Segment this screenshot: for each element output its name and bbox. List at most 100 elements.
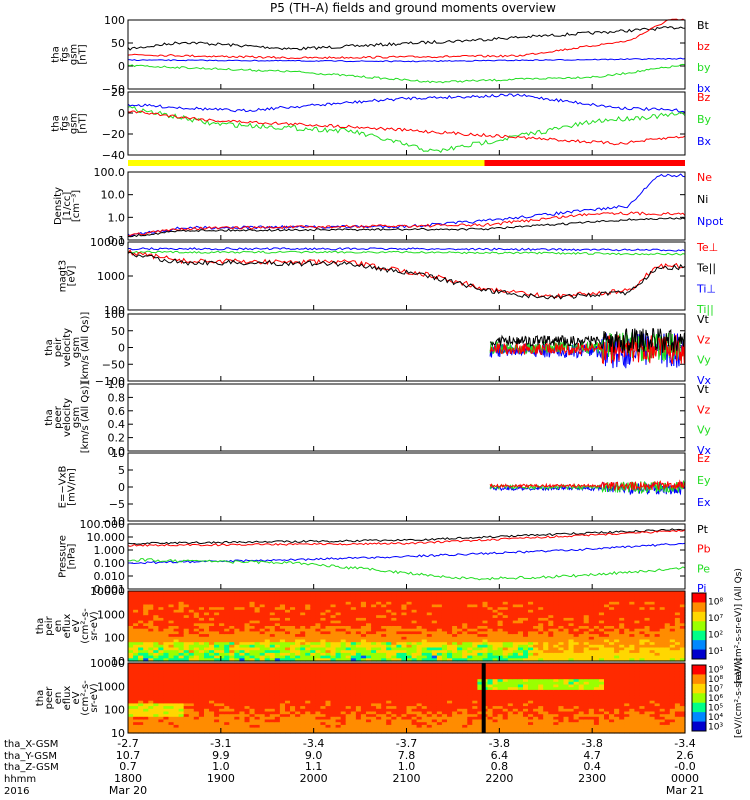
spectrogram-cell <box>366 612 372 616</box>
spectrogram-cell <box>462 647 468 651</box>
spectrogram-cell <box>431 668 438 672</box>
spectrogram-cell <box>674 642 681 646</box>
spectrogram-cell <box>310 706 316 710</box>
spectrogram-cell <box>593 599 600 603</box>
spectrogram-cell <box>345 706 352 710</box>
spectrogram-cell <box>310 692 316 696</box>
spectrogram-cell <box>396 730 403 734</box>
spectrogram-cell <box>219 679 225 683</box>
spectrogram-cell <box>447 604 453 608</box>
spectrogram-cell <box>330 593 337 597</box>
spectrogram-cell <box>376 634 382 638</box>
spectrogram-cell <box>421 604 428 608</box>
spectrogram-cell <box>371 673 377 678</box>
spectrogram-cell <box>391 658 397 662</box>
spectrogram-cell <box>629 655 635 659</box>
spectrogram-cell <box>193 596 200 600</box>
spectrogram-cell <box>507 593 514 597</box>
spectrogram-cell <box>285 617 291 622</box>
spectrogram-cell <box>462 623 468 627</box>
spectrogram-cell <box>517 617 524 622</box>
spectrogram-cell <box>320 631 327 635</box>
spectrogram-cell <box>148 668 154 672</box>
spectrogram-cell <box>290 626 296 630</box>
spectrogram-cell <box>366 650 372 654</box>
spectrogram-cell <box>325 628 332 632</box>
spectrogram-cell <box>467 650 473 654</box>
spectrogram-cell <box>239 692 246 696</box>
spectrogram-cell <box>128 668 134 672</box>
spectrogram-cell <box>163 714 170 718</box>
spectrogram-cell <box>472 617 478 622</box>
spectrogram-cell <box>482 601 489 606</box>
spectrogram-cell <box>447 593 453 597</box>
spectrogram-cell <box>315 599 322 603</box>
spectrogram-cell <box>158 673 165 678</box>
spectrogram-cell <box>193 601 200 606</box>
y-axis-label-line: velocity <box>62 398 73 437</box>
spectrogram-cell <box>376 714 382 718</box>
spectrogram-cell <box>305 722 311 726</box>
spectrogram-cell <box>153 658 159 662</box>
spectrogram-cell <box>234 644 240 649</box>
spectrogram-cell <box>128 652 134 657</box>
spectrogram-cell <box>472 692 478 696</box>
spectrogram-cell <box>588 644 595 649</box>
spectrogram-cell <box>371 727 377 731</box>
spectrogram-cell <box>315 687 322 691</box>
spectrogram-cell <box>168 615 175 619</box>
spectrogram-cell <box>366 591 372 595</box>
spectrogram-cell <box>452 684 458 688</box>
spectrogram-cell <box>396 639 403 643</box>
spectrogram-cell <box>295 706 301 710</box>
spectrogram-cell <box>214 714 220 718</box>
spectrogram-cell <box>224 658 230 662</box>
y-tick-label: 100 <box>104 704 125 717</box>
spectrogram-cell <box>183 719 190 723</box>
spectrogram-cell <box>583 634 590 638</box>
trace-Pe <box>127 558 686 581</box>
spectrogram-cell <box>193 706 200 710</box>
spectrogram-cell <box>568 599 575 603</box>
spectrogram-cell <box>254 591 261 595</box>
spectrogram-cell <box>274 703 281 707</box>
spectrogram-cell <box>649 647 656 651</box>
spectrogram-cell <box>279 708 286 713</box>
spectrogram-cell <box>290 609 296 614</box>
spectrogram-cell <box>325 714 332 718</box>
spectrogram-cell <box>234 655 240 659</box>
spectrogram-cell <box>381 719 387 723</box>
spectrogram-cell <box>143 626 149 630</box>
spectrogram-cell <box>462 724 468 729</box>
spectrogram-cell <box>178 620 185 624</box>
spectrogram-cell <box>148 730 154 734</box>
spectrogram-cell <box>553 626 559 630</box>
spectrogram-cell <box>482 631 489 635</box>
spectrogram-cell <box>330 647 337 651</box>
spectrogram-cell <box>244 601 251 606</box>
spectrogram-cell <box>234 623 240 627</box>
spectrogram-cell <box>198 626 205 630</box>
spectrogram-cell <box>639 615 646 619</box>
spectrogram-cell <box>198 642 205 646</box>
spectrogram-cell <box>158 711 165 715</box>
spectrogram-cell <box>138 719 144 723</box>
spectrogram-cell <box>482 644 489 649</box>
spectrogram-cell <box>315 607 322 611</box>
spectrogram-cell <box>502 623 509 627</box>
spectrogram-cell <box>523 652 529 657</box>
spectrogram-cell <box>335 676 342 680</box>
spectrogram-cell <box>244 673 251 678</box>
spectrogram-cell <box>143 679 149 683</box>
spectrogram-cell <box>320 687 327 691</box>
spectrogram-cell <box>457 671 463 675</box>
legend-entry: Bx <box>697 135 712 148</box>
spectrogram-cell <box>406 708 413 713</box>
spectrogram-cell <box>128 604 134 608</box>
spectrogram-cell <box>386 652 392 657</box>
spectrogram-cell <box>350 665 357 669</box>
spectrogram-cell <box>219 631 225 635</box>
spectrogram-cell <box>269 730 276 734</box>
trace-Ez <box>489 479 686 492</box>
spectrogram-cell <box>411 615 418 619</box>
